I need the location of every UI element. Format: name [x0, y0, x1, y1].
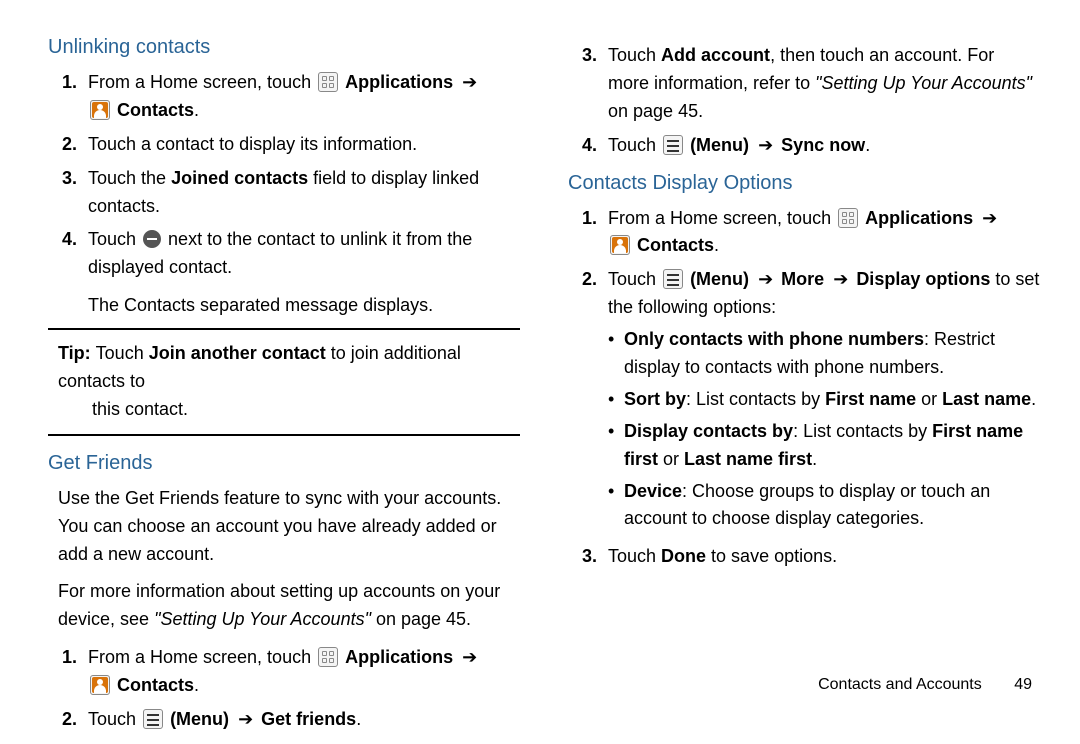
cross-ref: "Setting Up Your Accounts" — [815, 73, 1032, 93]
sync-now-label: Sync now — [781, 135, 865, 155]
left-column: Unlinking contacts 1. From a Home screen… — [48, 36, 520, 744]
heading-unlinking-contacts: Unlinking contacts — [48, 36, 520, 59]
tip-label: Tip: — [58, 343, 96, 363]
step-number: 1. — [62, 644, 88, 672]
page-number: 49 — [1014, 676, 1032, 694]
continued-steps: 3. Touch Add account, then touch an acco… — [568, 42, 1040, 160]
step-number: 4. — [62, 226, 88, 254]
cross-ref: "Setting Up Your Accounts" — [154, 609, 371, 629]
arrow-icon: ➔ — [462, 72, 476, 92]
bullet-item: Only contacts with phone numbers: Restri… — [608, 326, 1040, 382]
join-another-contact-label: Join another contact — [149, 343, 326, 363]
tip-line2: this contact. — [92, 396, 520, 424]
step-number: 1. — [62, 69, 88, 97]
step-1: 1. From a Home screen, touch Application… — [62, 69, 520, 125]
bullet-item: Display contacts by: List contacts by Fi… — [608, 418, 1040, 474]
applications-icon — [318, 72, 338, 92]
step-3: 3. Touch Done to save options. — [582, 543, 1040, 571]
separated-message-note: The Contacts separated message displays. — [88, 292, 520, 320]
page-footer: Contacts and Accounts 49 — [818, 676, 1032, 694]
contacts-label: Contacts — [637, 235, 714, 255]
step-number: 2. — [62, 131, 88, 159]
unlinking-steps: 1. From a Home screen, touch Application… — [48, 69, 520, 282]
step-number: 3. — [582, 543, 608, 571]
menu-label: (Menu) — [690, 135, 749, 155]
arrow-icon: ➔ — [833, 269, 847, 289]
get-friends-para2: For more information about setting up ac… — [58, 578, 520, 634]
arrow-icon: ➔ — [982, 208, 996, 228]
add-account-label: Add account — [661, 45, 770, 65]
step-body: Touch the Joined contacts field to displ… — [88, 165, 520, 221]
bullet-item: Sort by: List contacts by First name or … — [608, 386, 1040, 414]
step-number: 3. — [582, 42, 608, 70]
menu-label: (Menu) — [170, 709, 229, 729]
step-4: 4. Touch next to the contact to unlink i… — [62, 226, 520, 282]
joined-contacts-label: Joined contacts — [171, 168, 308, 188]
display-options-steps: 1. From a Home screen, touch Application… — [568, 205, 1040, 572]
contacts-icon — [90, 100, 110, 120]
footer-section: Contacts and Accounts — [818, 676, 982, 693]
tip-box: Tip: Touch Join another contact to join … — [48, 338, 520, 426]
step-body: From a Home screen, touch Applications ➔… — [88, 644, 520, 700]
contacts-label: Contacts — [117, 100, 194, 120]
step-body: Touch a contact to display its informati… — [88, 131, 520, 159]
applications-label: Applications — [345, 72, 453, 92]
applications-icon — [318, 647, 338, 667]
step-body: From a Home screen, touch Applications ➔… — [88, 69, 520, 125]
step-2: 2. Touch (Menu) ➔ More ➔ Display options… — [582, 266, 1040, 537]
rule-top — [48, 328, 520, 330]
step-number: 2. — [582, 266, 608, 294]
applications-label: Applications — [865, 208, 973, 228]
rule-bottom — [48, 434, 520, 436]
step-2: 2. Touch a contact to display its inform… — [62, 131, 520, 159]
step-number: 4. — [582, 132, 608, 160]
contacts-icon — [90, 675, 110, 695]
heading-contacts-display-options: Contacts Display Options — [568, 172, 1040, 195]
menu-icon — [143, 709, 163, 729]
step-1: 1. From a Home screen, touch Application… — [582, 205, 1040, 261]
more-label: More — [781, 269, 824, 289]
step-body: Touch Done to save options. — [608, 543, 1040, 571]
display-options-label: Display options — [856, 269, 990, 289]
step-4: 4. Touch (Menu) ➔ Sync now. — [582, 132, 1040, 160]
step-3: 3. Touch the Joined contacts field to di… — [62, 165, 520, 221]
step-1: 1. From a Home screen, touch Application… — [62, 644, 520, 700]
bullet-item: Device: Choose groups to display or touc… — [608, 478, 1040, 534]
step-body: Touch (Menu) ➔ More ➔ Display options to… — [608, 266, 1040, 537]
arrow-icon: ➔ — [462, 647, 476, 667]
heading-get-friends: Get Friends — [48, 452, 520, 475]
page-content: Unlinking contacts 1. From a Home screen… — [0, 0, 1080, 744]
applications-icon — [838, 208, 858, 228]
remove-icon — [143, 230, 161, 248]
menu-icon — [663, 135, 683, 155]
step-number: 3. — [62, 165, 88, 193]
done-label: Done — [661, 546, 706, 566]
arrow-icon: ➔ — [238, 709, 252, 729]
get-friends-steps: 1. From a Home screen, touch Application… — [48, 644, 520, 734]
step-number: 1. — [582, 205, 608, 233]
step-body: Touch (Menu) ➔ Sync now. — [608, 132, 1040, 160]
arrow-icon: ➔ — [758, 269, 772, 289]
menu-icon — [663, 269, 683, 289]
menu-label: (Menu) — [690, 269, 749, 289]
step-3: 3. Touch Add account, then touch an acco… — [582, 42, 1040, 126]
get-friends-para1: Use the Get Friends feature to sync with… — [58, 485, 520, 569]
get-friends-label: Get friends — [261, 709, 356, 729]
step-body: Touch next to the contact to unlink it f… — [88, 226, 520, 282]
arrow-icon: ➔ — [758, 135, 772, 155]
contacts-icon — [610, 235, 630, 255]
step-body: Touch Add account, then touch an account… — [608, 42, 1040, 126]
step-body: From a Home screen, touch Applications ➔… — [608, 205, 1040, 261]
right-column: 3. Touch Add account, then touch an acco… — [568, 36, 1040, 744]
display-options-bullets: Only contacts with phone numbers: Restri… — [608, 326, 1040, 533]
contacts-label: Contacts — [117, 675, 194, 695]
applications-label: Applications — [345, 647, 453, 667]
